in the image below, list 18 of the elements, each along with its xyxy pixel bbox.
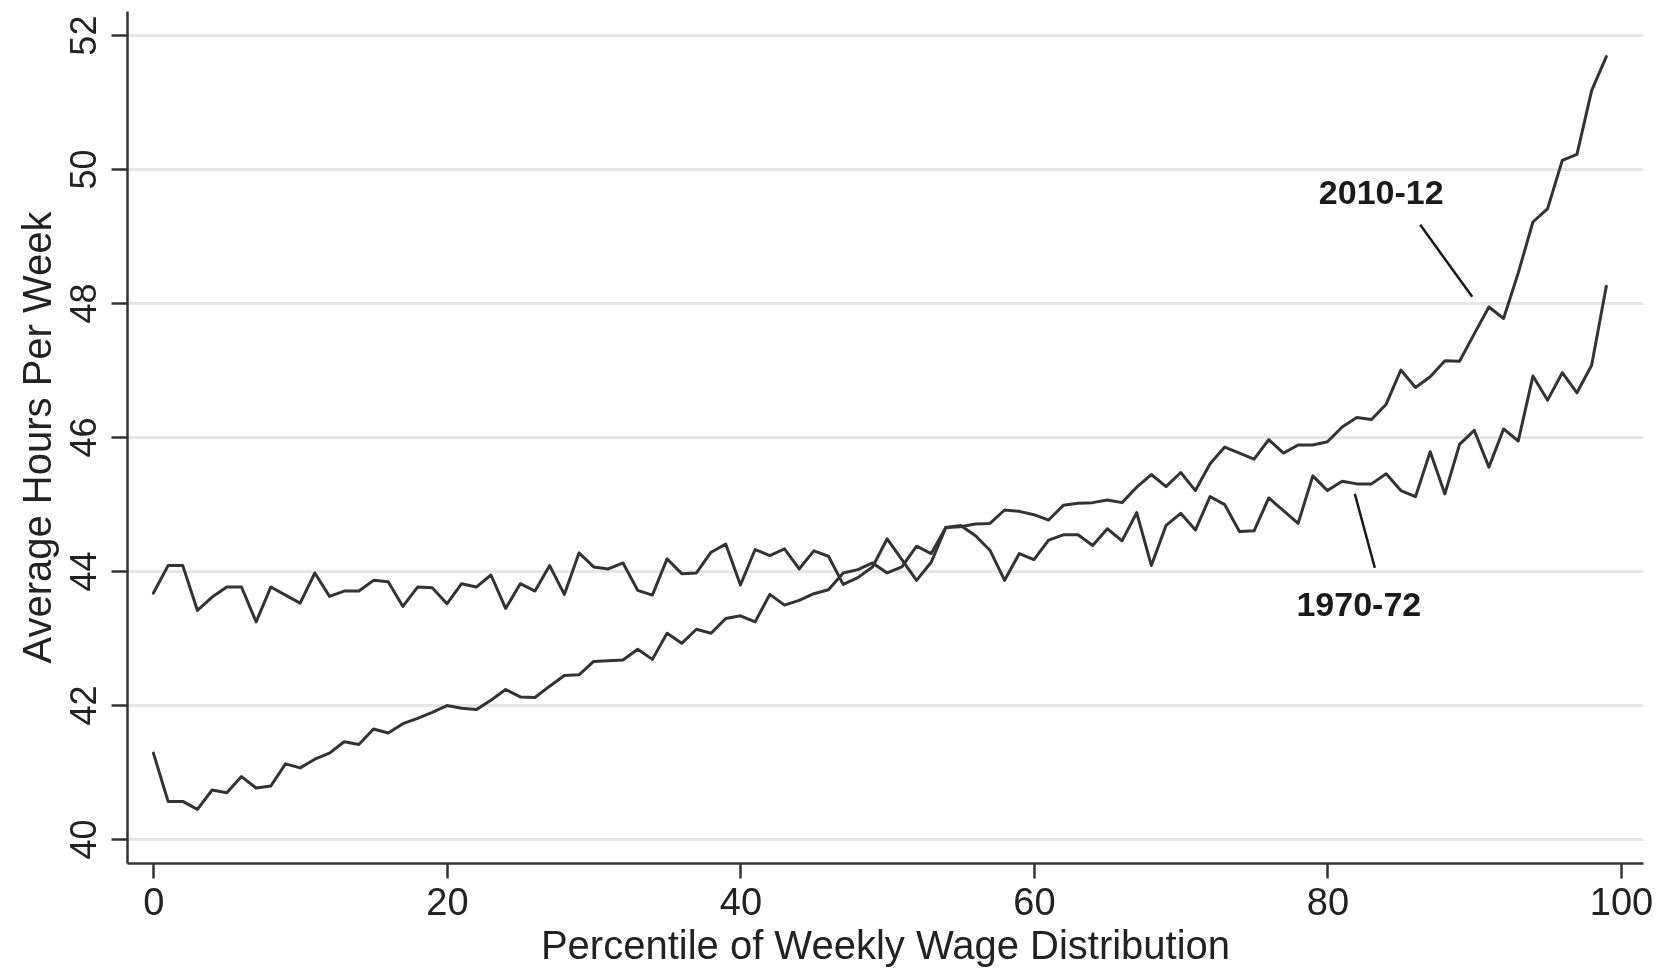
- x-tick-label: 80: [1306, 880, 1350, 923]
- text: 2010-12: [1318, 172, 1444, 211]
- line-series: [151, 55, 1608, 811]
- x-axis-title: Percentile of Weekly Wage Distribution: [540, 922, 1231, 967]
- x-tick-label: 20: [426, 880, 469, 923]
- y-axis-title: Average Hours Per Week: [14, 210, 59, 664]
- y-tick-label: 42: [62, 685, 104, 726]
- x-tick-label: 40: [719, 880, 763, 923]
- y-tick-label: 40: [62, 819, 104, 860]
- y-tick-label: 46: [62, 417, 104, 458]
- y-tick-label: 50: [62, 149, 104, 190]
- y-tick-label: 52: [62, 15, 104, 56]
- series-label: 1970-72: [1296, 584, 1422, 623]
- x-tick-label: 100: [1589, 880, 1654, 923]
- x-tick-label: 60: [1013, 880, 1056, 923]
- y-tick-label: 44: [62, 551, 104, 592]
- x-tick-label: 0: [143, 880, 165, 923]
- y-tick-label: 48: [62, 283, 104, 324]
